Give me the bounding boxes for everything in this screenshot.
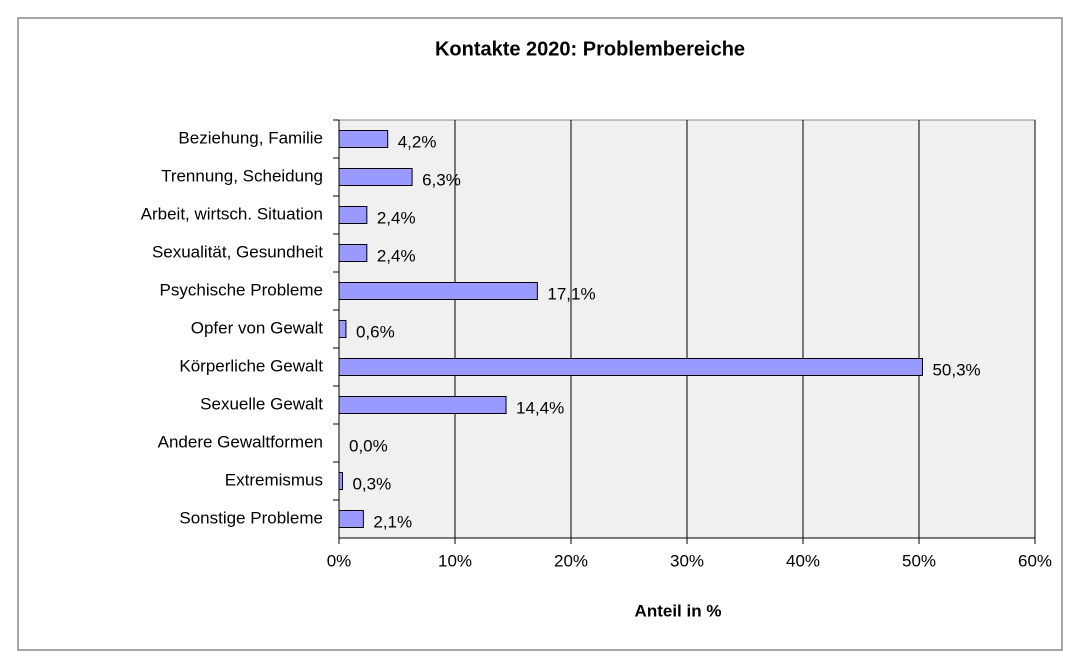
y-tick-label: Sonstige Probleme [179, 508, 323, 527]
bar [338, 206, 368, 224]
y-tick-label: Sexuelle Gewalt [200, 394, 323, 413]
bar [338, 358, 923, 376]
value-label: 50,3% [932, 360, 980, 379]
value-label: 2,4% [377, 208, 416, 227]
y-tick-label: Andere Gewaltformen [158, 432, 323, 451]
value-label: 4,2% [398, 132, 437, 151]
y-tick-label: Arbeit, wirtsch. Situation [141, 204, 323, 223]
bar [338, 396, 507, 414]
x-tick-label: 40% [786, 551, 820, 570]
x-tick-label: 10% [438, 551, 472, 570]
bar [338, 168, 413, 186]
value-label: 2,1% [373, 512, 412, 531]
x-tick-label: 0% [327, 551, 352, 570]
value-label: 17,1% [547, 284, 595, 303]
x-axis-label: Anteil in % [635, 601, 722, 620]
x-tick-label: 30% [670, 551, 704, 570]
bar [338, 320, 347, 338]
y-tick-label: Beziehung, Familie [178, 128, 323, 147]
value-label: 0,3% [352, 474, 391, 493]
x-tick-label: 60% [1018, 551, 1052, 570]
y-tick-label: Sexualität, Gesundheit [152, 242, 323, 261]
bar [338, 244, 368, 262]
x-tick-label: 20% [554, 551, 588, 570]
value-label: 14,4% [516, 398, 564, 417]
value-label: 0,0% [349, 436, 388, 455]
value-label: 0,6% [356, 322, 395, 341]
value-label: 6,3% [422, 170, 461, 189]
bar [338, 282, 538, 300]
bar [338, 130, 389, 148]
y-tick-label: Trennung, Scheidung [161, 166, 323, 185]
bar [338, 510, 364, 528]
y-tick-label: Körperliche Gewalt [179, 356, 323, 375]
value-label: 2,4% [377, 246, 416, 265]
x-tick-label: 50% [902, 551, 936, 570]
bar [338, 472, 343, 490]
chart-title: Kontakte 2020: Problembereiche [435, 38, 745, 60]
y-tick-label: Extremismus [225, 470, 323, 489]
y-tick-label: Psychische Probleme [160, 280, 323, 299]
y-tick-label: Opfer von Gewalt [191, 318, 324, 337]
